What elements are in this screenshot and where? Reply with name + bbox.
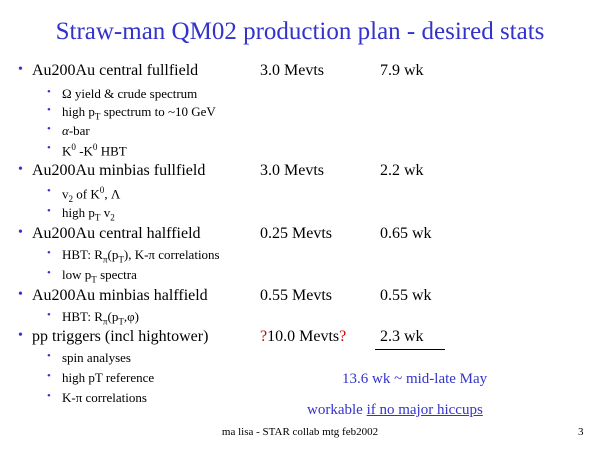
row-mevts: 0.25 Mevts <box>260 225 332 242</box>
total-weeks-summary: 13.6 wk ~ mid-late May <box>342 371 488 387</box>
subscript: T <box>118 254 124 265</box>
bullet-icon: • <box>47 205 51 217</box>
sub-item-text: spectrum to ~10 GeV <box>100 104 216 119</box>
slide-title: Straw-man QM02 production plan - desired… <box>55 18 545 45</box>
page-number: 3 <box>578 426 584 438</box>
bullet-icon: • <box>47 86 51 98</box>
sub-item-text: low p <box>62 267 92 282</box>
bullet-icon: • <box>47 370 51 382</box>
subscript: 2 <box>68 193 74 204</box>
row-weeks: 0.65 wk <box>380 225 432 242</box>
sub-item-text: -bar <box>68 123 90 138</box>
bullet-icon: • <box>47 123 51 135</box>
sub-item-text: spectra <box>96 267 137 282</box>
slide-footer: ma lisa - STAR collab mtg feb2002 <box>221 426 379 438</box>
sub-item-text: (p <box>107 309 119 324</box>
total-divider-line <box>375 349 445 350</box>
sub-item-text: high p <box>62 205 95 220</box>
row-mevts: 3.0 Mevts <box>260 162 324 179</box>
sub-item-text: high p <box>62 104 95 119</box>
row-mevts: 3.0 Mevts <box>260 62 324 79</box>
bullet-icon: • <box>47 104 51 116</box>
row-label: Au200Au minbias fullfield <box>32 162 206 179</box>
row-label: Au200Au central fullfield <box>32 62 199 79</box>
question-mark: ? <box>260 328 268 345</box>
bullet-icon: • <box>47 247 51 259</box>
row-weeks: 2.2 wk <box>380 162 424 179</box>
sub-item-text: -K <box>75 143 93 159</box>
bullet-icon: • <box>18 162 23 177</box>
row-weeks: 2.3 wk <box>380 328 424 345</box>
superscript: 0 <box>92 142 98 152</box>
row-label: Au200Au minbias halffield <box>32 287 208 304</box>
hiccups-text: if no major hiccups <box>366 402 483 418</box>
subscript: T <box>94 212 101 223</box>
bullet-icon: • <box>47 142 51 154</box>
row-label: Au200Au central halffield <box>32 225 201 242</box>
subscript: T <box>94 111 101 122</box>
sub-item-text: HBT: R <box>62 309 103 324</box>
row-weeks: 7.9 wk <box>380 62 424 79</box>
sub-item-text: HBT <box>97 143 127 159</box>
question-mark: ? <box>339 328 347 345</box>
workable-note: workable if no major hiccups <box>307 402 483 419</box>
bullet-icon: • <box>47 350 51 362</box>
sub-item-text: HBT: R <box>62 247 103 262</box>
sub-item-text: (p <box>107 247 119 262</box>
row-label: pp triggers (incl hightower) <box>32 328 209 345</box>
row-mevts: 0.55 Mevts <box>260 287 332 304</box>
sub-item-text: spin analyses <box>62 350 131 365</box>
sub-item-text: ), K-π correlations <box>123 247 220 262</box>
superscript: 0 <box>71 142 76 152</box>
subscript: T <box>118 316 124 327</box>
omega-symbol: Ω <box>62 86 72 101</box>
workable-text: workable <box>307 402 367 418</box>
row-mevts: 10.0 Mevts <box>267 328 340 345</box>
subscript: π <box>102 316 108 327</box>
sub-item-text: K-π correlations <box>62 390 147 405</box>
sub-item-text: , Λ <box>104 186 121 202</box>
sub-item-text: K <box>62 143 72 159</box>
row-weeks: 0.55 wk <box>380 287 432 304</box>
bullet-icon: • <box>47 267 51 279</box>
sub-item-text: v <box>62 186 69 202</box>
bullet-icon: • <box>18 287 23 302</box>
bullet-icon: • <box>47 390 51 402</box>
bullet-icon: • <box>18 225 23 240</box>
sub-item-text: v <box>100 205 111 220</box>
bullet-icon: • <box>47 309 51 321</box>
subscript: T <box>91 274 97 285</box>
bullet-icon: • <box>18 62 23 77</box>
subscript: π <box>102 254 108 265</box>
bullet-icon: • <box>18 328 23 343</box>
subscript: 2 <box>110 212 115 223</box>
alpha-symbol: α <box>62 123 69 138</box>
bullet-icon: • <box>47 185 51 197</box>
sub-item-text: yield & crude spectrum <box>71 86 198 101</box>
sub-item-text: high pT reference <box>62 370 155 385</box>
superscript: 0 <box>99 185 105 195</box>
sub-item-text: ,φ) <box>123 309 139 324</box>
sub-item-text: of K <box>73 186 100 202</box>
